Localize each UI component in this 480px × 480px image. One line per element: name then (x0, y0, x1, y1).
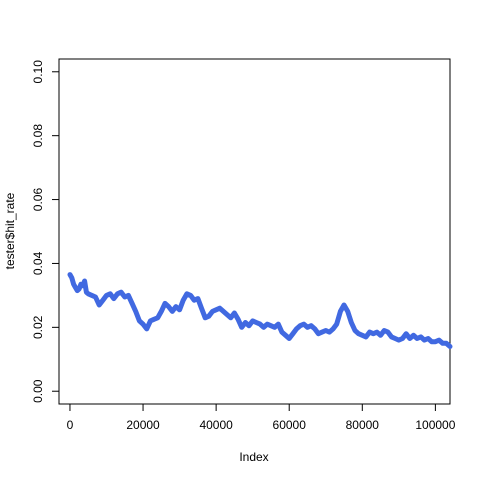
y-tick-label: 0.04 (31, 251, 45, 275)
y-tick-label: 0.02 (31, 315, 45, 339)
x-tick-label: 60000 (273, 418, 307, 432)
x-tick-label: 0 (67, 418, 74, 432)
y-tick-label: 0.08 (31, 124, 45, 148)
plot-frame (58, 58, 451, 405)
y-tick-label: 0.00 (31, 379, 45, 403)
series-line (67, 272, 453, 349)
x-tick-label: 40000 (199, 418, 233, 432)
y-tick-label: 0.06 (31, 188, 45, 212)
x-tick-label: 80000 (346, 418, 380, 432)
y-tick-label: 0.10 (31, 60, 45, 84)
y-axis: 0.00 0.02 0.04 0.06 0.08 0.10 (31, 60, 59, 403)
x-tick-label: 100000 (415, 418, 455, 432)
x-tick-label: 20000 (126, 418, 160, 432)
x-axis-title: Index (239, 450, 268, 464)
series-layer (67, 272, 453, 349)
x-axis: 0 20000 40000 60000 80000 100000 (67, 404, 456, 432)
y-axis-title: tester$hit_rate (3, 192, 17, 269)
